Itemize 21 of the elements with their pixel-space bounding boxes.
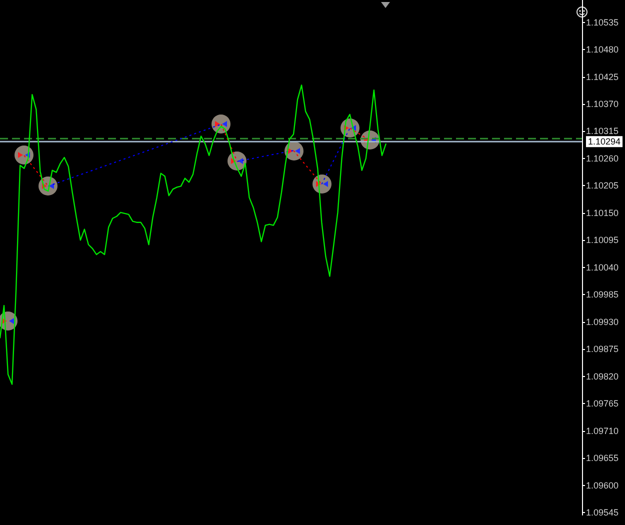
y-tick-label: 1.10260	[586, 153, 619, 164]
y-tick-label: 1.09930	[586, 316, 619, 327]
y-tick-label: 1.09765	[586, 398, 619, 409]
y-tick-label: 1.10370	[586, 98, 619, 109]
y-tick-label: 1.09600	[586, 480, 619, 490]
y-tick-label: 1.09655	[586, 453, 619, 464]
y-tick-label: 1.10315	[586, 126, 619, 136]
y-tick-label: 1.10040	[586, 262, 619, 272]
ref-line-label: 1.10294	[588, 136, 621, 147]
y-tick-label: 1.10480	[586, 44, 619, 55]
y-tick-label: 1.09545	[586, 508, 619, 518]
line-series	[0, 84, 387, 385]
y-tick-label: 1.09985	[586, 290, 619, 300]
y-tick-label: 1.10425	[586, 72, 619, 82]
y-tick-label: 1.10205	[586, 180, 619, 191]
y-tick-label: 1.09820	[586, 371, 619, 382]
y-tick-label: 1.09875	[586, 344, 619, 354]
y-tick-label: 1.10095	[586, 235, 619, 246]
y-tick-label: 1.10150	[586, 208, 619, 218]
y-tick-label: 1.10535	[586, 17, 619, 28]
y-tick-label: 1.09710	[586, 426, 619, 436]
